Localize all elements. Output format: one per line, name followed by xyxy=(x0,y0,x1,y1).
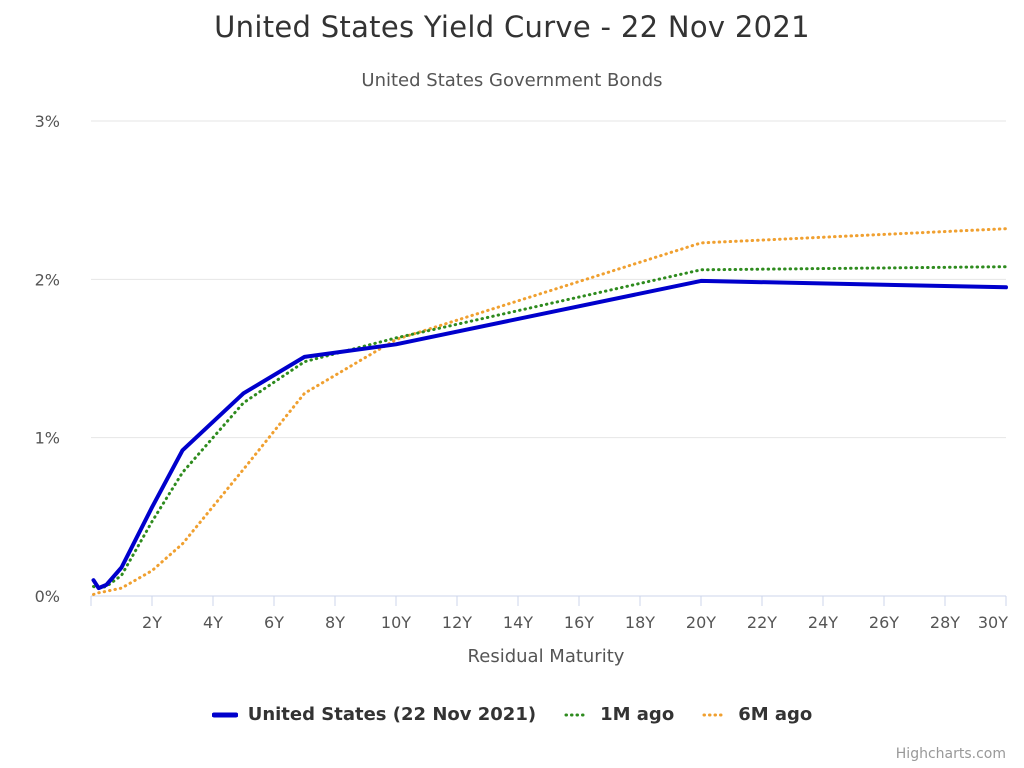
x-tick-label: 14Y xyxy=(503,613,533,632)
legend-symbol xyxy=(702,713,728,716)
x-tick-label: 18Y xyxy=(625,613,655,632)
chart-title: United States Yield Curve - 22 Nov 2021 xyxy=(214,10,810,44)
series-line-1[interactable] xyxy=(92,265,1008,590)
series-lines xyxy=(91,227,1008,596)
x-tick-label: 24Y xyxy=(808,613,838,632)
credits-link[interactable]: Highcharts.com xyxy=(895,746,1006,762)
x-tick-label: 20Y xyxy=(686,613,716,632)
legend-item-2[interactable]: 6M ago xyxy=(702,704,812,725)
x-tick-label: 2Y xyxy=(142,613,162,632)
y-tick-label: 1% xyxy=(35,429,60,448)
y-tick-label: 3% xyxy=(35,112,60,131)
x-tick-label: 8Y xyxy=(325,613,345,632)
legend-label: 1M ago xyxy=(600,704,675,725)
x-tick-label: 22Y xyxy=(747,613,777,632)
x-tick-label: 6Y xyxy=(264,613,284,632)
legend: United States (22 Nov 2021) 1M ago 6M ago xyxy=(0,704,1024,725)
legend-item-1[interactable]: 1M ago xyxy=(564,704,674,725)
legend-label: 6M ago xyxy=(738,704,813,725)
series-line-0[interactable] xyxy=(91,278,1008,591)
x-tick-label: 10Y xyxy=(381,613,411,632)
x-tick-label: 16Y xyxy=(564,613,594,632)
chart-subtitle: United States Government Bonds xyxy=(361,70,663,91)
x-tick-label: 12Y xyxy=(442,613,472,632)
legend-item-0[interactable]: United States (22 Nov 2021) xyxy=(211,704,537,725)
axes: 0% 1% 2% 3% 2Y 4Y 6Y 8Y 10Y 12Y 14Y 16Y 18Y 20Y 22Y 24Y… xyxy=(35,112,1009,632)
legend-label: United States (22 Nov 2021) xyxy=(247,704,537,725)
series-line-2[interactable] xyxy=(92,227,1008,596)
x-tick-label: 28Y xyxy=(930,613,960,632)
y-tick-label: 0% xyxy=(35,587,60,606)
x-tick-label: 26Y xyxy=(869,613,899,632)
x-tick-label: 4Y xyxy=(203,613,223,632)
y-tick-label: 2% xyxy=(35,270,60,289)
x-tick-label: 30Y xyxy=(978,613,1008,632)
legend-symbol xyxy=(211,712,238,717)
gridlines xyxy=(91,120,1006,439)
legend-symbol xyxy=(564,713,590,716)
x-axis-title: Residual Maturity xyxy=(468,646,625,667)
